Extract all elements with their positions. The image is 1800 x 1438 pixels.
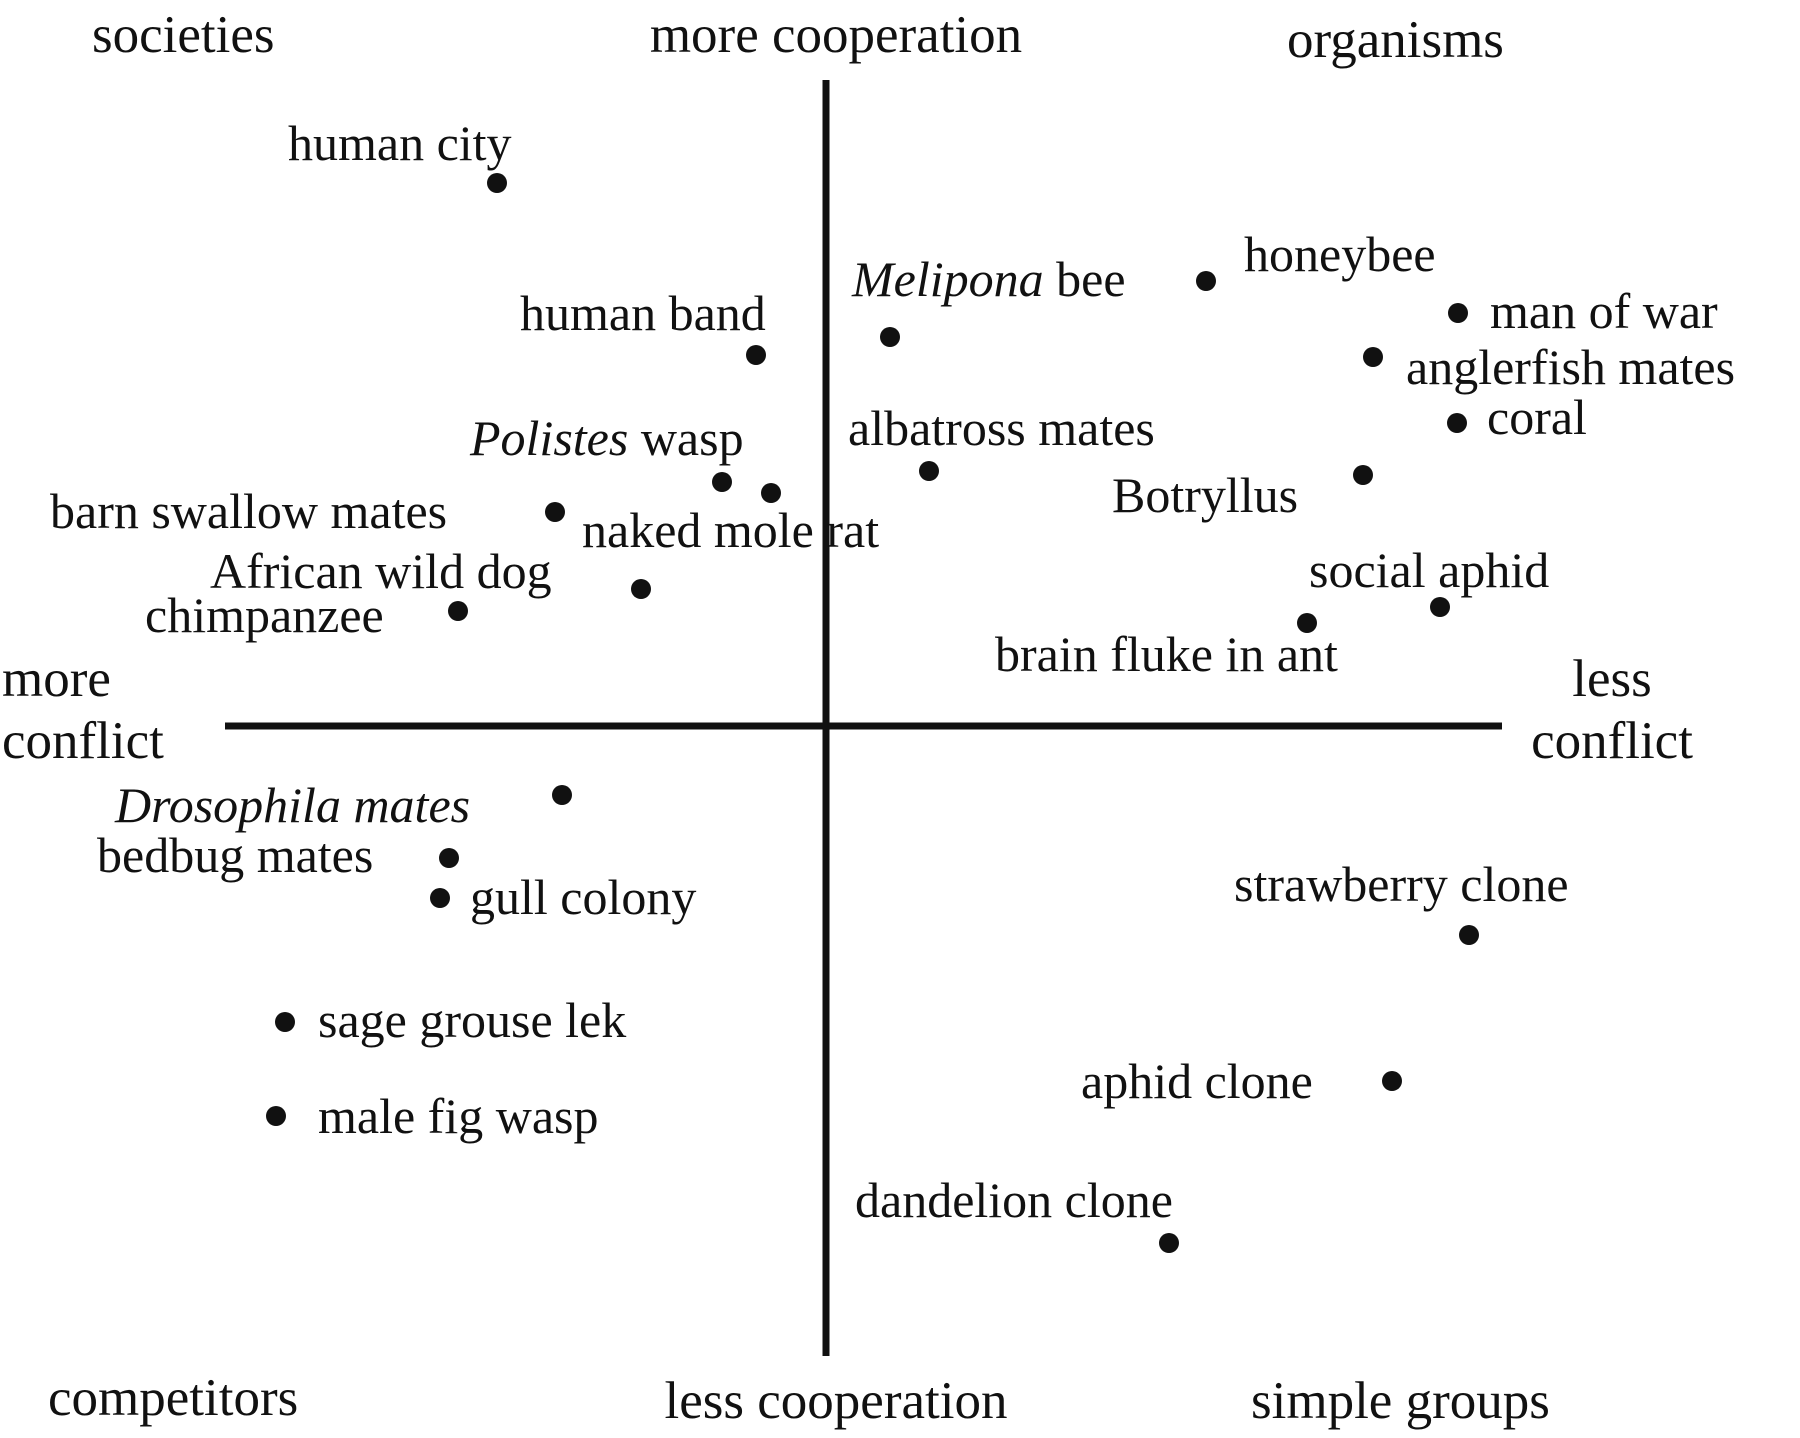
point-label: Polistes wasp <box>469 410 744 466</box>
point-label: human city <box>288 115 512 171</box>
point-drosophila-mates: Drosophila mates <box>114 777 572 833</box>
point-label: naked mole rat <box>582 502 879 558</box>
point-polistes-wasp: Polistes wasp <box>469 410 744 492</box>
point-label: strawberry clone <box>1234 856 1569 912</box>
point-barn-swallow-mates: barn swallow mates <box>50 483 565 539</box>
point-label: gull colony <box>470 869 696 925</box>
point-label: social aphid <box>1309 542 1549 598</box>
point-male-fig-wasp: male fig wasp <box>266 1088 598 1144</box>
point-label: brain fluke in ant <box>995 626 1338 682</box>
point-melipona-bee: Melipona bee <box>851 251 1216 347</box>
point-label: honeybee <box>1244 226 1436 282</box>
point-label: dandelion clone <box>855 1172 1173 1228</box>
point-botryllus: Botryllus <box>1112 465 1373 523</box>
point-label: Melipona bee <box>851 251 1126 307</box>
point-gull-colony: gull colony <box>430 869 696 925</box>
point-label: sage grouse lek <box>318 992 626 1048</box>
point-man-of-war: man of war <box>1448 283 1718 339</box>
point-label: African wild dog <box>210 543 552 599</box>
point-albatross-mates: albatross mates <box>848 400 1155 481</box>
axis-bottom-label: less cooperation <box>665 1372 1008 1430</box>
point-honeybee: honeybee <box>1244 226 1436 282</box>
axis-top-label: more cooperation <box>650 6 1022 64</box>
point-african-wild-dog: African wild dog <box>210 543 651 599</box>
point-anglerfish-mates: anglerfish mates <box>1363 339 1735 395</box>
point-human-city: human city <box>288 115 512 193</box>
point-naked-mole-rat: naked mole rat <box>582 483 879 558</box>
point-aphid-clone: aphid clone <box>1081 1053 1402 1109</box>
point-strawberry-clone: strawberry clone <box>1234 856 1569 945</box>
quadrant-competitors-label: competitors <box>48 1369 298 1427</box>
point-label: male fig wasp <box>318 1088 598 1144</box>
quadrant-organisms-label: organisms <box>1287 11 1504 69</box>
point-label: chimpanzee <box>145 587 384 643</box>
point-label: anglerfish mates <box>1406 339 1735 395</box>
point-label: albatross mates <box>848 400 1155 456</box>
axis-right-label-line1: less <box>1572 650 1652 708</box>
point-label: man of war <box>1490 283 1718 339</box>
point-sage-grouse-lek: sage grouse lek <box>275 992 626 1048</box>
axis-left-label-line2: conflict <box>2 712 164 770</box>
point-label: human band <box>520 285 766 341</box>
point-bedbug-mates: bedbug mates <box>97 827 459 883</box>
axis-right-label-line2: conflict <box>1531 712 1693 770</box>
point-dandelion-clone: dandelion clone <box>855 1172 1179 1253</box>
point-chimpanzee: chimpanzee <box>145 587 468 643</box>
point-label: Botryllus <box>1112 467 1298 523</box>
point-label: bedbug mates <box>97 827 373 883</box>
point-label: coral <box>1487 389 1587 445</box>
point-label: Drosophila mates <box>114 777 470 833</box>
axis-left-label-line1: more <box>2 650 111 708</box>
quadrant-societies-label: societies <box>92 6 275 64</box>
point-human-band: human band <box>520 285 766 365</box>
point-brain-fluke-in-ant: brain fluke in ant <box>995 613 1338 682</box>
point-coral: coral <box>1447 389 1587 445</box>
point-label: barn swallow mates <box>50 483 447 539</box>
point-label: aphid clone <box>1081 1053 1313 1109</box>
quadrant-simple-groups-label: simple groups <box>1251 1372 1550 1430</box>
point-social-aphid: social aphid <box>1309 542 1549 617</box>
